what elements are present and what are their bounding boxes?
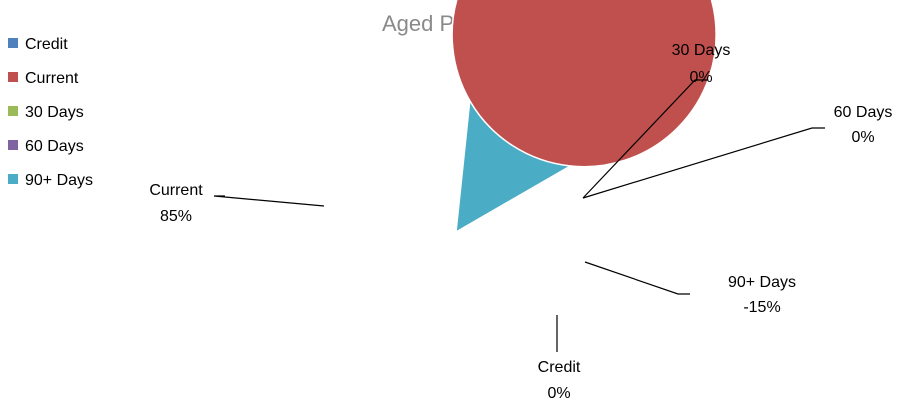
data-label-name-credit: Credit [538, 359, 581, 376]
pie-slice-90-plus-days [455, 98, 573, 234]
legend-label-30-days: 30 Days [25, 104, 84, 121]
legend-label-current: Current [25, 70, 79, 87]
data-label-name-60-days: 60 Days [834, 104, 893, 121]
legend: Credit Current 30 Days 60 Days 90+ Days [8, 36, 93, 189]
leader-line-90-plus-days [584, 261, 690, 295]
data-label-name-90-plus-days: 90+ Days [728, 274, 796, 291]
leader-line-60-days [582, 127, 825, 199]
legend-swatch-credit [8, 38, 18, 48]
legend-label-90-plus-days: 90+ Days [25, 172, 93, 189]
legend-label-credit: Credit [25, 36, 68, 53]
legend-swatch-90-plus-days [8, 174, 18, 184]
data-label-value-30-days: 0% [689, 69, 712, 86]
data-labels: Credit 0% Current 85% 30 Days 0% 60 Days 0% 90+ … [149, 42, 892, 402]
data-label-name-30-days: 30 Days [672, 42, 731, 59]
legend-label-60-days: 60 Days [25, 138, 84, 155]
data-label-value-credit: 0% [547, 385, 570, 402]
leader-line-current [213, 195, 325, 207]
pie-slices [451, 0, 717, 234]
leader-line-30-days [582, 79, 708, 199]
data-label-value-60-days: 0% [851, 129, 874, 146]
legend-swatch-current [8, 72, 18, 82]
data-label-value-current: 85% [160, 208, 192, 225]
data-label-name-current: Current [149, 182, 203, 199]
data-label-value-90-plus-days: -15% [743, 299, 780, 316]
legend-swatch-30-days [8, 106, 18, 116]
legend-swatch-60-days [8, 140, 18, 150]
leader-lines [213, 79, 825, 352]
